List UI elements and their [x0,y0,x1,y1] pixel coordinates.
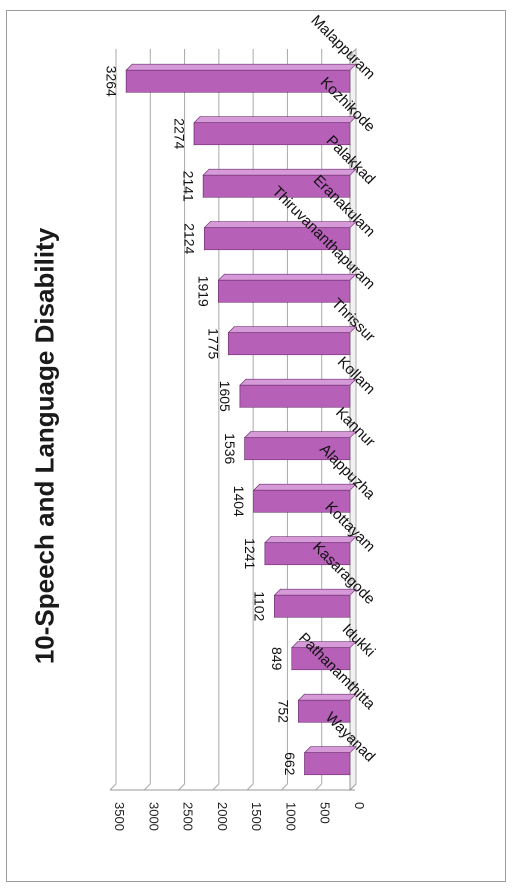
bar-top [218,274,356,280]
data-label: 1404 [231,486,247,517]
gridline-depth [144,784,150,790]
bar-top [203,169,356,175]
data-label: 1919 [196,276,212,307]
axis-tick-label: 500 [318,802,333,824]
bar [305,753,350,775]
data-label: 1241 [242,538,258,569]
data-label: 2124 [182,223,198,254]
data-label: 1605 [217,381,233,412]
bar [126,70,350,92]
data-label: 3264 [103,66,119,97]
data-label: 1102 [252,591,268,621]
data-label: 662 [282,752,298,776]
bar-top [298,694,356,700]
gridline-depth [213,784,219,790]
data-label: 849 [269,647,285,671]
gridline-depth [179,784,185,790]
gridline-depth [316,784,322,790]
gridline-depth [110,784,116,790]
axis-tick-label: 3000 [146,802,161,831]
bar [274,595,350,617]
bar-top [305,747,356,753]
gridline-depth [281,784,287,790]
bar-top [204,222,356,228]
bar-top [265,537,356,543]
data-label: 2141 [180,171,196,202]
bar-top [245,432,356,438]
bar [218,280,350,302]
bar [228,333,350,355]
bar-top [254,484,356,490]
axis-tick-label: 0 [352,802,367,809]
data-label: 1536 [222,433,238,464]
axis-tick-label: 2000 [215,802,230,831]
axis-tick-label: 2500 [181,802,196,831]
bar-top [228,327,356,333]
bar [240,385,350,407]
bar-top [274,589,356,595]
data-label: 1775 [206,328,222,359]
axis-tick-label: 3500 [112,802,127,831]
chart-back-wall [116,49,356,784]
bar-top [126,64,356,70]
data-label: 2274 [171,118,187,149]
data-label: 752 [276,700,292,724]
bar-top [240,379,356,385]
axis-tick-label: 1500 [249,802,264,831]
gridline-depth [247,784,253,790]
bar-top [194,117,356,123]
axis-tick-label: 1000 [283,802,298,831]
